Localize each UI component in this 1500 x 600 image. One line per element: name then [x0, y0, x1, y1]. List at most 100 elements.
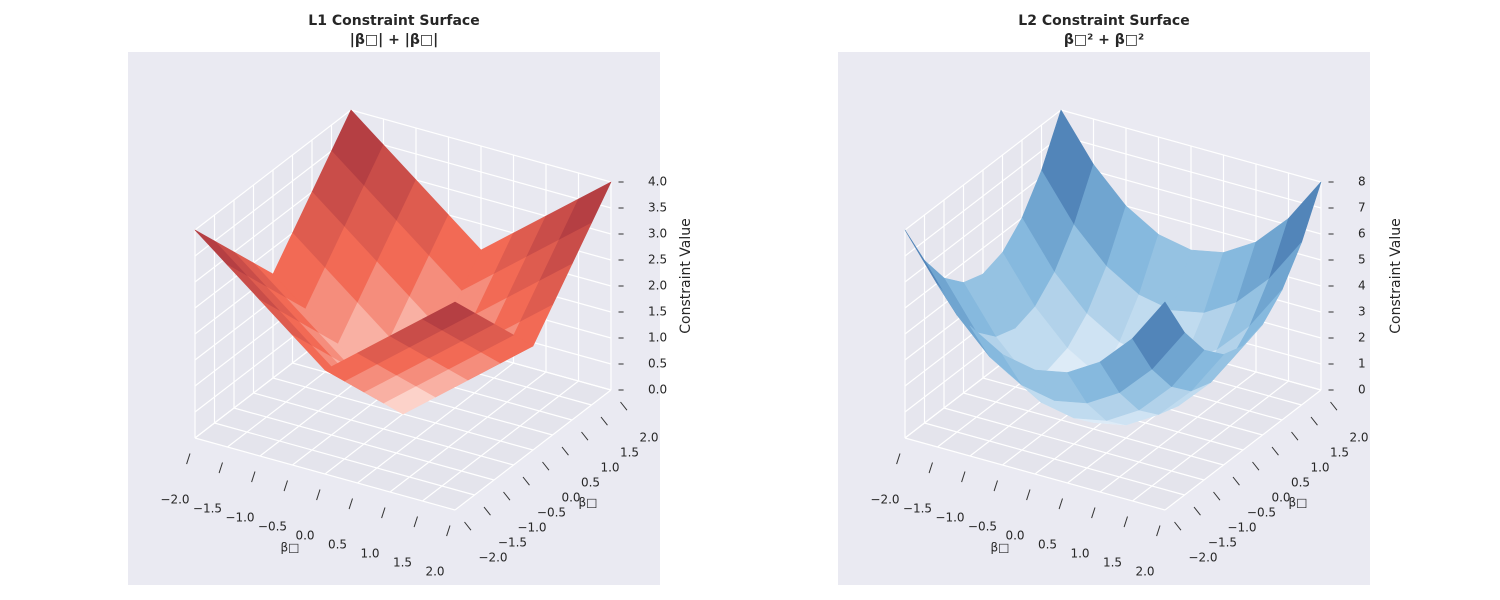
grid-line: [253, 392, 514, 466]
tick-mark: [1310, 416, 1318, 426]
z-tick-label: 3: [1358, 305, 1366, 319]
z-tick-label: 0: [1358, 383, 1366, 397]
x-tick-label: −2.0: [870, 493, 899, 507]
z-tick-label: 5: [1358, 253, 1366, 267]
y-axis-label: β□: [1289, 496, 1308, 510]
y-tick-label: −1.0: [517, 521, 546, 535]
x-tick-label: 0.0: [1005, 529, 1024, 543]
tick-mark: [283, 480, 288, 492]
z-tick-label: 1.5: [648, 305, 667, 319]
x-tick-label: 2.0: [1135, 565, 1154, 579]
x-tick-label: 1.0: [1070, 547, 1089, 561]
chart-subtitle: β□² + β□²: [1064, 32, 1144, 48]
tick-mark: [620, 401, 628, 411]
y-tick-label: 1.0: [1310, 461, 1329, 475]
x-tick-label: 0.5: [1038, 538, 1057, 552]
z-tick-label: 4: [1358, 279, 1366, 293]
y-tick-label: 0.0: [1271, 491, 1290, 505]
tick-mark: [561, 446, 569, 456]
x-tick-label: −1.5: [903, 502, 932, 516]
z-tick-label: 1.0: [648, 331, 667, 345]
tick-mark: [413, 516, 418, 528]
z-tick-label: 0.5: [648, 357, 667, 371]
tick-mark: [1291, 431, 1299, 441]
y-tick-label: 1.5: [1330, 446, 1349, 460]
grid-line: [963, 392, 1224, 466]
grid-line: [904, 135, 1062, 257]
y-tick-label: 1.0: [600, 461, 619, 475]
y-tick-label: −0.5: [537, 506, 566, 520]
x-tick-label: 0.5: [328, 538, 347, 552]
z-tick-label: 8: [1358, 175, 1366, 189]
tick-mark: [1232, 476, 1240, 486]
chart-title: L2 Constraint Surface: [1018, 13, 1189, 29]
x-tick-label: 1.5: [393, 556, 412, 570]
x-tick-label: 2.0: [425, 565, 444, 579]
tick-mark: [464, 521, 472, 531]
z-tick-label: 3.5: [648, 201, 667, 215]
tick-mark: [503, 491, 511, 501]
tick-mark: [1252, 461, 1260, 471]
y-tick-label: −1.0: [1227, 521, 1256, 535]
z-tick-label: 0.0: [648, 383, 667, 397]
tick-mark: [251, 471, 256, 483]
surface-patch: [422, 301, 475, 331]
y-tick-label: 0.5: [1291, 476, 1310, 490]
tick-mark: [483, 506, 491, 516]
x-tick-label: 1.5: [1103, 556, 1122, 570]
z-axis-label: Constraint Value: [1388, 218, 1404, 333]
surface-patch: [1132, 301, 1185, 370]
tick-mark: [348, 498, 353, 510]
y-tick-label: −2.0: [478, 551, 507, 565]
grid-line: [194, 437, 456, 511]
x-tick-label: −0.5: [258, 520, 287, 534]
tick-mark: [600, 416, 608, 426]
y-tick-label: 2.0: [1349, 431, 1368, 445]
grid-line: [904, 109, 1062, 231]
tick-mark: [316, 489, 321, 501]
tick-mark: [1271, 446, 1279, 456]
grid-line: [194, 135, 352, 257]
grid-line: [350, 109, 612, 183]
grid-line: [904, 437, 1166, 511]
grid-line: [943, 407, 1205, 481]
x-tick-label: −0.5: [968, 520, 997, 534]
grid-line: [214, 422, 475, 496]
z-tick-label: 2.5: [648, 253, 667, 267]
tick-mark: [1330, 401, 1338, 411]
tick-mark: [542, 461, 550, 471]
y-tick-label: −0.5: [1247, 506, 1276, 520]
chart-subtitle: |β□| + |β□|: [350, 32, 438, 48]
z-axis-label: Constraint Value: [678, 218, 694, 333]
z-tick-label: 4.0: [648, 175, 667, 189]
tick-mark: [218, 462, 223, 474]
chart-title: L1 Constraint Surface: [308, 13, 479, 29]
y-tick-label: −1.5: [1208, 536, 1237, 550]
y-tick-label: 0.0: [561, 491, 580, 505]
z-tick-label: 2: [1358, 331, 1366, 345]
tick-mark: [1193, 506, 1201, 516]
grid-line: [350, 135, 612, 209]
tick-mark: [896, 453, 901, 465]
y-tick-label: −2.0: [1188, 551, 1217, 565]
grid-line: [1060, 161, 1322, 235]
z-tick-label: 3.0: [648, 227, 667, 241]
x-axis-label: β□: [281, 541, 300, 555]
tick-mark: [381, 507, 386, 519]
tick-mark: [961, 471, 966, 483]
z-tick-label: 2.0: [648, 279, 667, 293]
tick-mark: [186, 453, 191, 465]
tick-mark: [1174, 521, 1182, 531]
y-tick-label: −1.5: [498, 536, 527, 550]
grid-line: [904, 161, 1062, 283]
x-tick-label: 0.0: [295, 529, 314, 543]
tick-mark: [522, 476, 530, 486]
tick-mark: [1123, 516, 1128, 528]
grid-line: [924, 422, 1185, 496]
grid-line: [1060, 135, 1322, 209]
x-axis-label: β□: [991, 541, 1010, 555]
x-tick-label: −1.0: [225, 511, 254, 525]
tick-mark: [1091, 507, 1096, 519]
